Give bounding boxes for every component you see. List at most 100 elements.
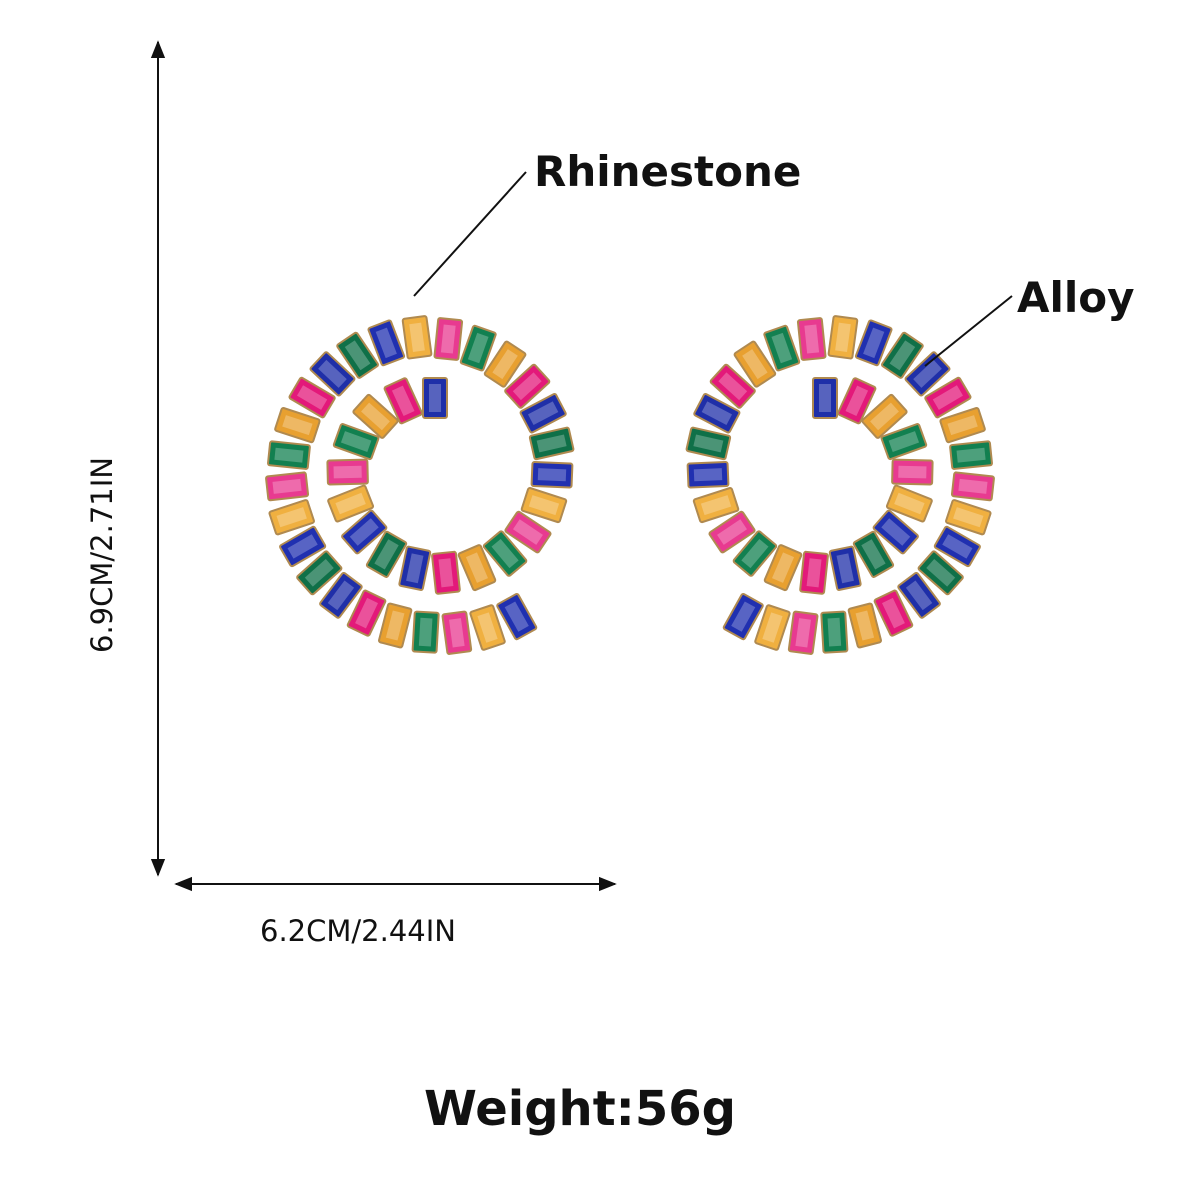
facet xyxy=(440,324,456,354)
rhinestone xyxy=(326,458,369,486)
rhinestone xyxy=(872,509,919,555)
rhinestone xyxy=(367,319,406,367)
rhinestone xyxy=(378,602,413,649)
rhinestone xyxy=(873,589,914,637)
rhinestone xyxy=(693,393,741,434)
rhinestone xyxy=(799,550,829,595)
facet xyxy=(881,597,905,629)
facet xyxy=(467,332,489,364)
facet xyxy=(701,401,733,426)
rhinestone xyxy=(528,426,575,461)
rhinestone xyxy=(950,471,995,502)
facet xyxy=(827,617,842,647)
rhinestone xyxy=(469,604,506,651)
facet xyxy=(374,539,399,570)
rhinestone xyxy=(885,484,933,523)
facet xyxy=(898,465,927,479)
facet xyxy=(806,558,822,588)
rhinestone xyxy=(336,331,379,379)
rhinestone xyxy=(274,407,321,444)
rhinestone xyxy=(341,509,388,555)
rhinestone xyxy=(457,544,497,592)
rhinestone xyxy=(891,458,934,486)
facet xyxy=(491,538,519,569)
rhinestone xyxy=(881,331,924,379)
width-label: 6.2CM/2.44IN xyxy=(260,914,456,948)
facet xyxy=(276,507,307,528)
facet xyxy=(913,359,942,388)
facet xyxy=(795,618,811,648)
facet xyxy=(881,518,911,546)
facet xyxy=(492,349,518,380)
facet xyxy=(956,447,986,463)
facet xyxy=(512,372,542,401)
facet xyxy=(718,372,748,401)
facet xyxy=(953,507,984,528)
rhinestone xyxy=(504,363,551,409)
rhinestone xyxy=(732,530,778,577)
rhinestone xyxy=(837,377,877,425)
facet xyxy=(340,431,372,452)
facet xyxy=(932,385,964,410)
facet xyxy=(477,612,498,643)
rhinestone xyxy=(917,550,964,596)
facet xyxy=(274,447,304,463)
rhinestone xyxy=(268,499,315,536)
facet xyxy=(527,401,559,426)
rhinestone xyxy=(861,393,908,439)
facet xyxy=(296,385,328,410)
rhinestone xyxy=(763,544,803,592)
rhinestone xyxy=(754,604,791,651)
label-alloy: Alloy xyxy=(1017,273,1135,322)
facet xyxy=(504,601,529,632)
facet xyxy=(536,434,567,453)
facet xyxy=(465,552,489,583)
rhinestone xyxy=(933,525,981,568)
rhinestone xyxy=(530,461,574,489)
facet xyxy=(418,617,433,647)
facet xyxy=(513,519,543,545)
facet xyxy=(385,610,405,641)
facet xyxy=(406,553,424,584)
rhinestone xyxy=(483,340,527,388)
rhinestone xyxy=(309,351,356,397)
rhinestone xyxy=(880,423,928,461)
facet xyxy=(318,359,347,388)
rhinestone xyxy=(482,530,528,577)
rhinestone xyxy=(411,610,440,654)
facet xyxy=(889,340,916,371)
rhinestone xyxy=(708,510,756,554)
facet xyxy=(449,618,465,648)
height-label: 6.9CM/2.71IN xyxy=(85,457,119,653)
rhinestone xyxy=(332,423,380,461)
facet xyxy=(947,415,978,436)
rhinestone xyxy=(422,377,448,419)
facet xyxy=(409,322,425,352)
facet xyxy=(429,384,441,412)
facet xyxy=(804,324,820,354)
facet xyxy=(344,340,371,371)
facet xyxy=(282,415,313,436)
facet xyxy=(333,465,362,479)
rhinestone xyxy=(854,319,893,367)
rhinestone xyxy=(796,317,827,361)
rhinestone xyxy=(722,593,764,641)
leader-line xyxy=(924,295,1013,367)
facet xyxy=(888,431,920,452)
rhinestone xyxy=(352,393,399,439)
facet xyxy=(863,327,885,359)
facet xyxy=(700,495,732,516)
rhinestone xyxy=(401,315,433,360)
rhinestone xyxy=(431,550,461,595)
rhinestone xyxy=(939,407,986,444)
weight-label: Weight:56g xyxy=(424,1081,736,1137)
facet xyxy=(438,558,454,588)
rhinestone xyxy=(686,461,730,489)
label-rhinestone: Rhinestone xyxy=(534,147,801,196)
facet xyxy=(835,322,851,352)
earring-left xyxy=(265,315,575,655)
rhinestone xyxy=(296,550,343,596)
facet xyxy=(742,349,768,380)
facet xyxy=(819,384,831,412)
